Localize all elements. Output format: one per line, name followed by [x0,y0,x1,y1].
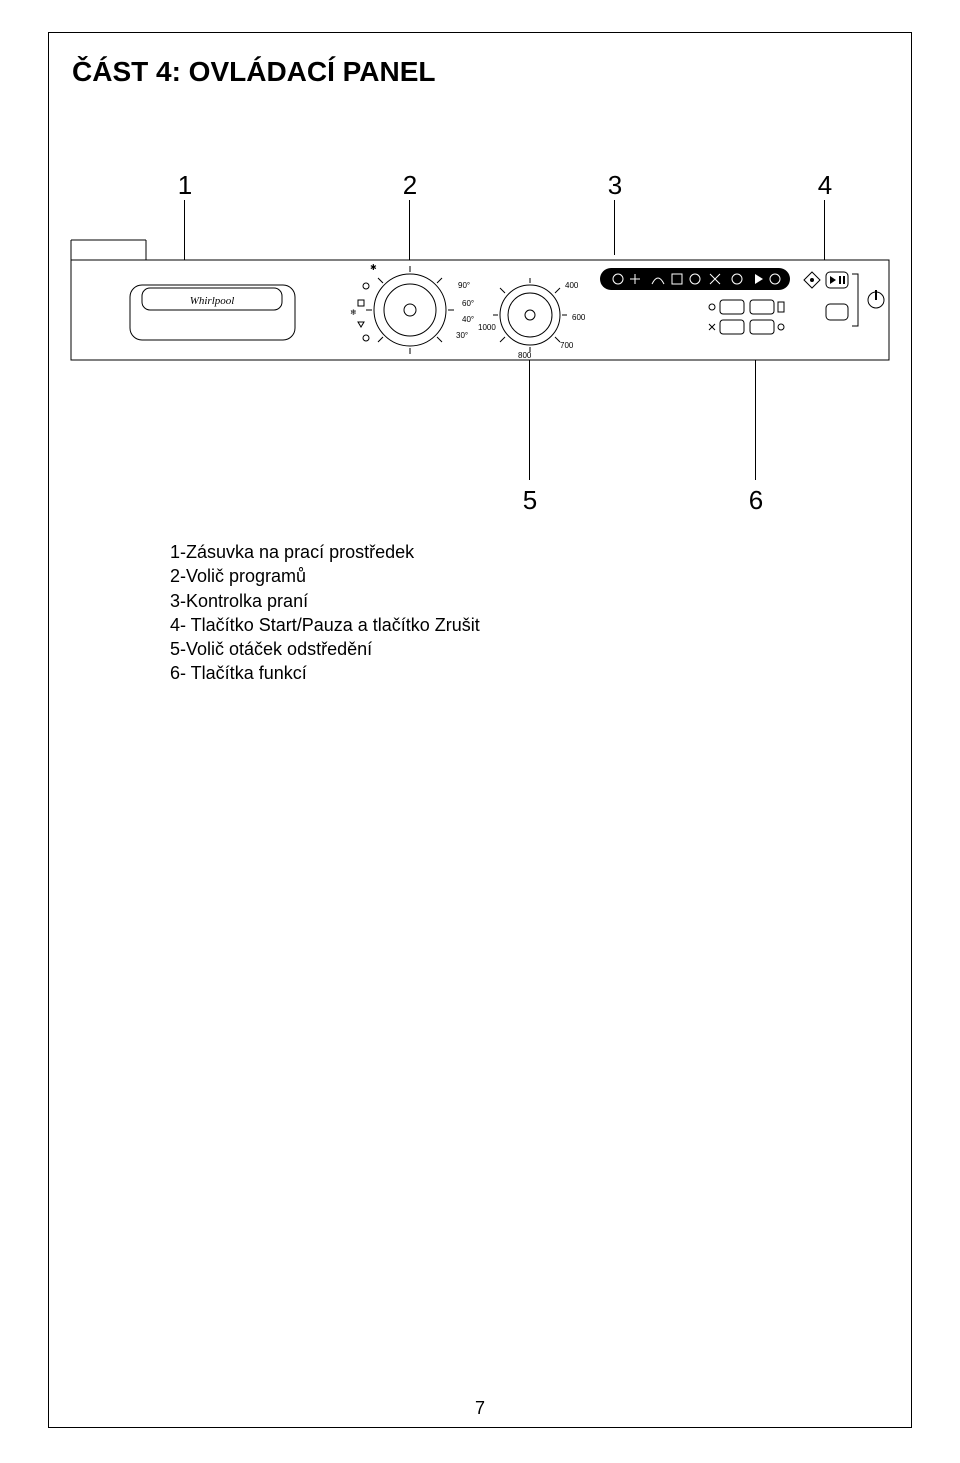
legend-item-4: 4- Tlačítko Start/Pauza a tlačítko Zruši… [170,613,480,637]
svg-text:400: 400 [565,281,579,290]
callout-3: 3 [600,170,630,201]
callout-4: 4 [810,170,840,201]
callout-1: 1 [170,170,200,201]
legend-item-2: 2-Volič programů [170,564,480,588]
svg-text:800: 800 [518,351,532,360]
brand-label: Whirlpool [190,295,235,307]
svg-text:700: 700 [560,341,574,350]
page-number: 7 [0,1398,960,1419]
svg-text:60°: 60° [462,299,474,308]
legend-item-3: 3-Kontrolka praní [170,589,480,613]
svg-text:✱: ✱ [370,263,377,272]
legend: 1-Zásuvka na prací prostředek 2-Volič pr… [170,540,480,686]
svg-text:600: 600 [572,313,586,322]
svg-text:❄: ❄ [350,308,357,317]
svg-text:40°: 40° [462,315,474,324]
legend-item-1: 1-Zásuvka na prací prostředek [170,540,480,564]
legend-item-6: 6- Tlačítka funkcí [170,661,480,685]
page-title: ČÁST 4: OVLÁDACÍ PANEL [72,56,436,88]
svg-text:90°: 90° [458,281,470,290]
callout-5: 5 [515,485,545,516]
svg-text:1000: 1000 [478,323,496,332]
legend-item-5: 5-Volič otáček odstředění [170,637,480,661]
svg-text:30°: 30° [456,331,468,340]
callout-6: 6 [741,485,771,516]
callout-2: 2 [395,170,425,201]
indicator-bar [600,268,790,290]
page: ČÁST 4: OVLÁDACÍ PANEL 1 2 3 4 5 6 Whirl… [0,0,960,1463]
control-panel-diagram: Whirlpool 90° 60° 40° 30° [70,230,890,390]
